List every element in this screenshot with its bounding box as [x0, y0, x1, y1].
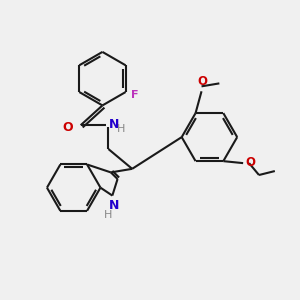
Text: N: N	[109, 199, 119, 212]
Text: N: N	[108, 118, 119, 131]
Text: H: H	[117, 124, 126, 134]
Text: F: F	[130, 90, 138, 100]
Text: O: O	[62, 121, 73, 134]
Text: O: O	[197, 75, 208, 88]
Text: O: O	[245, 156, 255, 169]
Text: H: H	[104, 210, 112, 220]
